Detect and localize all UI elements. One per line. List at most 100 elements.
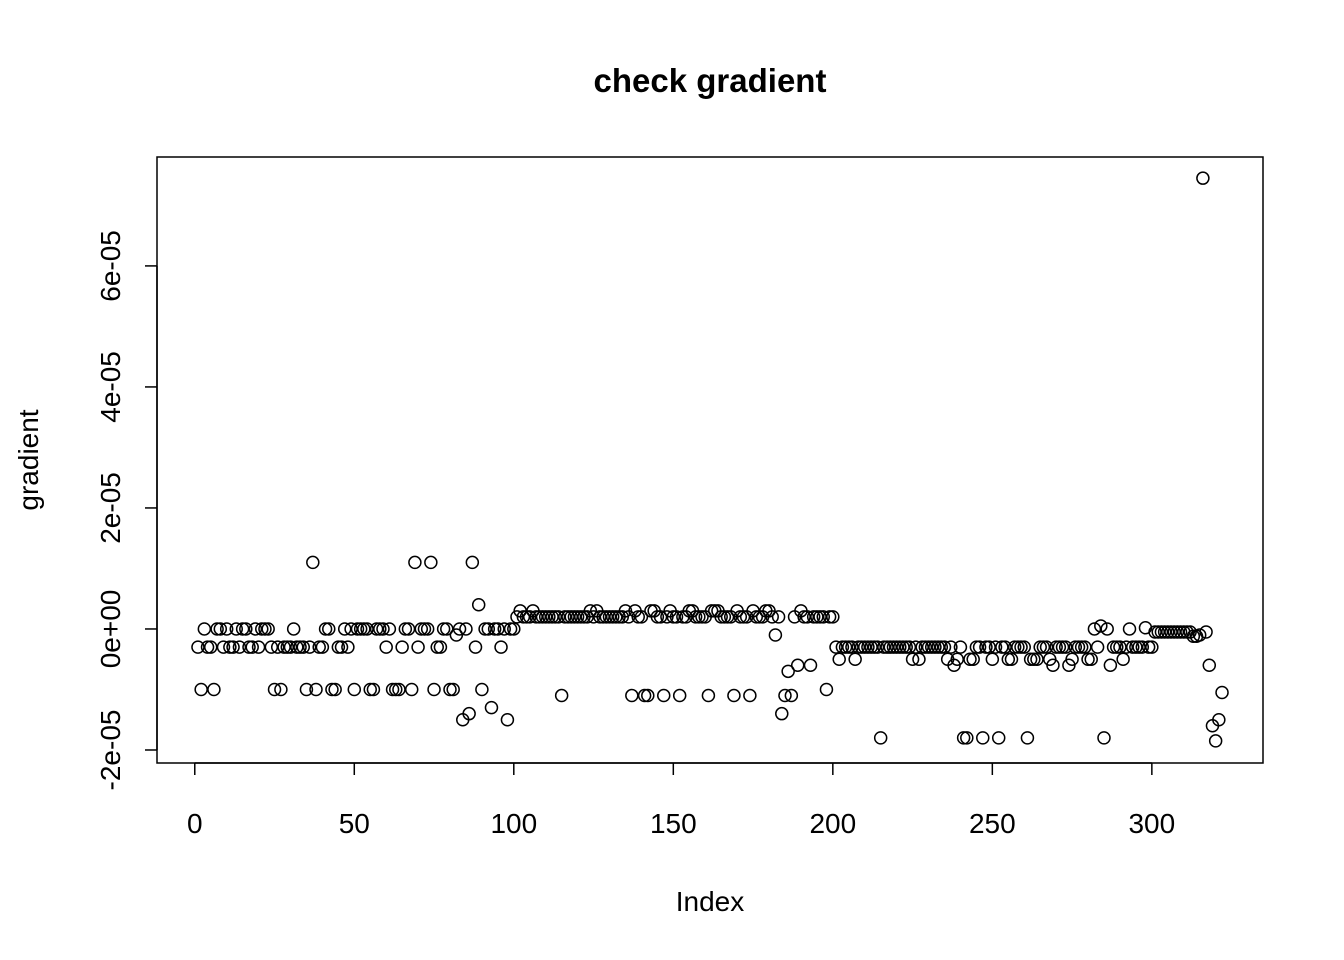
point bbox=[1078, 640, 1092, 654]
point bbox=[1014, 640, 1028, 654]
point bbox=[784, 688, 799, 703]
point bbox=[223, 640, 237, 654]
point bbox=[200, 640, 215, 654]
point bbox=[497, 622, 511, 636]
point bbox=[727, 688, 741, 703]
point bbox=[567, 610, 582, 624]
point bbox=[471, 598, 486, 612]
y-tick-label: 6e-05 bbox=[95, 230, 126, 302]
x-tick-label: 100 bbox=[490, 808, 537, 839]
point bbox=[656, 688, 671, 703]
point bbox=[286, 622, 301, 636]
point bbox=[736, 610, 751, 624]
point bbox=[714, 610, 728, 624]
point bbox=[210, 622, 224, 636]
point bbox=[995, 640, 1009, 654]
point bbox=[551, 610, 566, 624]
point bbox=[733, 610, 748, 624]
point bbox=[561, 610, 575, 624]
y-tick-label: 0e+00 bbox=[95, 590, 126, 669]
point bbox=[239, 622, 253, 636]
point bbox=[877, 640, 891, 654]
point bbox=[213, 622, 228, 636]
point bbox=[857, 640, 872, 654]
point bbox=[408, 555, 422, 570]
point bbox=[379, 640, 393, 654]
point bbox=[1157, 625, 1172, 639]
point bbox=[596, 610, 610, 624]
point bbox=[688, 610, 703, 624]
point bbox=[1100, 622, 1114, 636]
point bbox=[899, 640, 913, 654]
point bbox=[912, 652, 926, 666]
point bbox=[570, 610, 585, 624]
point bbox=[529, 610, 543, 624]
point bbox=[475, 682, 489, 697]
point bbox=[832, 652, 846, 666]
point bbox=[803, 658, 818, 673]
point bbox=[503, 622, 518, 636]
point bbox=[985, 652, 1000, 666]
point bbox=[634, 610, 649, 624]
point bbox=[669, 610, 684, 624]
point bbox=[931, 640, 945, 654]
point bbox=[1129, 640, 1143, 654]
point bbox=[548, 610, 563, 624]
point bbox=[813, 610, 827, 624]
point bbox=[242, 640, 256, 654]
point bbox=[1199, 625, 1213, 639]
point bbox=[960, 731, 974, 745]
point bbox=[1145, 640, 1159, 654]
point bbox=[921, 640, 936, 654]
y-tick-label: 2e-05 bbox=[95, 472, 126, 544]
point bbox=[1173, 625, 1188, 639]
point bbox=[1202, 658, 1217, 673]
point bbox=[889, 640, 904, 654]
point bbox=[778, 688, 792, 703]
point bbox=[886, 640, 901, 654]
point bbox=[991, 731, 1006, 745]
point bbox=[385, 682, 400, 697]
point bbox=[357, 622, 371, 636]
point bbox=[717, 610, 732, 624]
point bbox=[411, 640, 425, 654]
point bbox=[909, 640, 923, 654]
point bbox=[1058, 640, 1073, 654]
point bbox=[1087, 622, 1102, 636]
point bbox=[593, 610, 607, 624]
point bbox=[280, 640, 295, 654]
point bbox=[822, 610, 837, 624]
point bbox=[835, 640, 850, 654]
point bbox=[1081, 652, 1095, 666]
point bbox=[334, 640, 349, 654]
point bbox=[918, 640, 933, 654]
point bbox=[1094, 619, 1108, 633]
point bbox=[558, 610, 572, 624]
point bbox=[392, 682, 406, 697]
point bbox=[819, 682, 834, 697]
point bbox=[966, 652, 980, 666]
point bbox=[318, 622, 333, 636]
point bbox=[433, 640, 448, 654]
x-axis-label: Index bbox=[676, 886, 745, 917]
point bbox=[1027, 652, 1041, 666]
point bbox=[325, 682, 339, 697]
point bbox=[1090, 640, 1105, 654]
point bbox=[328, 682, 342, 697]
point bbox=[790, 658, 805, 673]
point bbox=[459, 622, 473, 636]
point bbox=[398, 622, 413, 636]
point bbox=[290, 640, 304, 654]
point bbox=[599, 610, 614, 624]
point bbox=[363, 682, 377, 697]
x-tick-label: 300 bbox=[1128, 808, 1175, 839]
point bbox=[270, 640, 285, 654]
point bbox=[979, 640, 993, 654]
point bbox=[478, 622, 492, 636]
point bbox=[299, 682, 314, 697]
point bbox=[1208, 734, 1223, 748]
point bbox=[443, 682, 457, 697]
point bbox=[797, 610, 811, 624]
point bbox=[219, 622, 234, 636]
point bbox=[203, 640, 218, 654]
